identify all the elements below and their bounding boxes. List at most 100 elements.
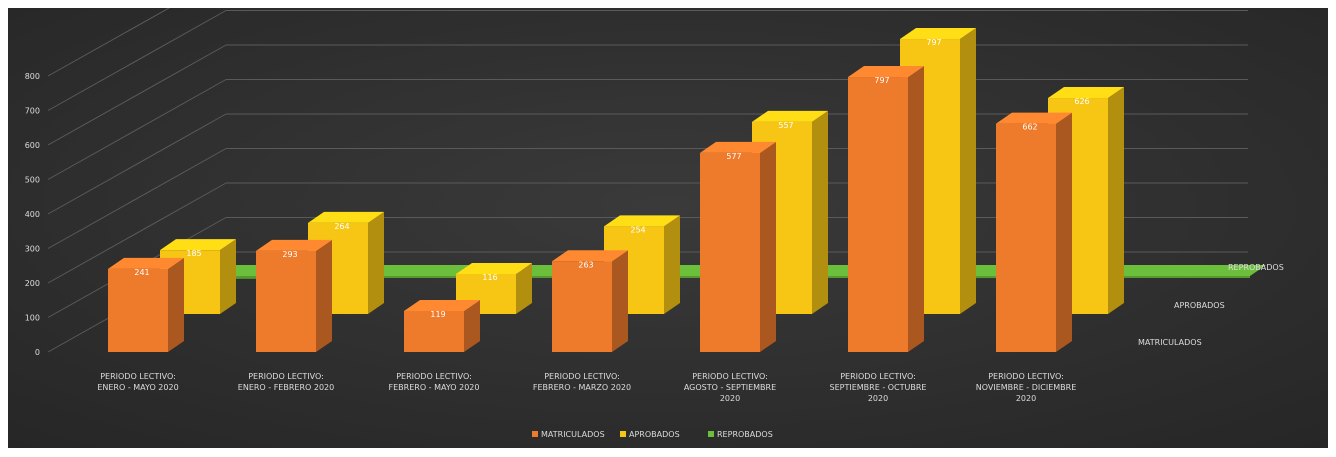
x-axis: PERIODO LECTIVO: ENERO - MAYO 2020PERIODO… (97, 372, 1076, 403)
y-tick-label: 700 (25, 107, 40, 116)
legend: MATRICULADOS APROBADOS REPROBADOS (532, 430, 773, 439)
legend-swatch (620, 431, 626, 437)
data-label: 557 (778, 121, 793, 130)
bar-side-face (908, 66, 924, 352)
bar-matriculados: 662 (996, 112, 1072, 352)
bars: 5529361540361852641162545577976262412931… (108, 28, 1266, 352)
y-tick-label: 300 (25, 245, 40, 254)
data-label: 797 (926, 38, 941, 47)
data-label: 254 (630, 225, 645, 234)
x-tick-label-line: ENERO - FEBRERO 2020 (238, 383, 334, 392)
data-label: 293 (282, 250, 297, 259)
bar-top-face (552, 250, 628, 262)
legend-label: APROBADOS (629, 430, 680, 439)
depth-axis-label: REPROBADOS (1228, 263, 1284, 272)
gridline-wall (47, 44, 227, 146)
bar-side-face (1056, 112, 1072, 352)
bar-side-face (664, 215, 680, 314)
bar-matriculados: 577 (700, 141, 776, 352)
legend-label: MATRICULADOS (541, 430, 605, 439)
bar-side-face (1108, 87, 1124, 314)
bar-top-face (308, 211, 384, 223)
bar-top-face (900, 28, 976, 40)
x-tick-label: PERIODO LECTIVO: AGOSTO - SEPTIEMBRE 2020 (684, 372, 776, 403)
bar-front-face (404, 310, 464, 352)
y-tick-label: 600 (25, 141, 40, 150)
bar-top-face (1100, 265, 1266, 276)
y-tick-label: 0 (35, 348, 40, 357)
depth-axis: MATRICULADOS APROBADOS REPROBADOS (1138, 263, 1284, 347)
x-tick-label: PERIODO LECTIVO: NOVIEMBRE - DICIEMBRE 202… (976, 372, 1077, 403)
y-tick-label: 200 (25, 279, 40, 288)
bar-top-face (752, 110, 828, 122)
bar-top-face (848, 66, 924, 78)
x-tick-label-line: PERIODO LECTIVO: (396, 372, 472, 381)
data-label: 119 (430, 310, 445, 319)
bar-front-face (256, 250, 316, 352)
bar-side-face (464, 299, 480, 352)
legend-item: MATRICULADOS (532, 430, 605, 439)
gridline-wall (47, 79, 227, 180)
y-tick-label: 100 (25, 314, 40, 323)
bar-top-face (1048, 87, 1124, 99)
x-tick-label: PERIODO LECTIVO: ENERO - MAYO 2020 (97, 372, 178, 392)
gridline-wall (47, 0, 185, 77)
data-label: 263 (578, 260, 593, 269)
gridline-wall (47, 113, 227, 215)
bar-front-face (1100, 276, 1250, 278)
data-label: 577 (726, 152, 741, 161)
bar-matriculados: 263 (552, 250, 628, 352)
bar-front-face (848, 77, 908, 352)
bar-side-face (612, 250, 628, 352)
x-tick-label-line: 2020 (720, 394, 740, 403)
bar-matriculados: 293 (256, 239, 332, 352)
bar-matriculados: 797 (848, 66, 924, 352)
y-tick-label: 800 (25, 72, 40, 81)
depth-axis-label: MATRICULADOS (1138, 338, 1202, 347)
bar-front-face (996, 123, 1056, 352)
x-tick-label-line: PERIODO LECTIVO: (100, 372, 176, 381)
x-tick-label-line: PERIODO LECTIVO: (988, 372, 1064, 381)
x-tick-label-line: ENERO - MAYO 2020 (97, 383, 178, 392)
x-tick-label-line: 2020 (1016, 394, 1036, 403)
bar-top-face (700, 141, 776, 153)
bar-front-face (700, 152, 760, 352)
x-tick-label-line: PERIODO LECTIVO: (248, 372, 324, 381)
y-tick-label: 400 (25, 210, 40, 219)
x-tick-label-line: SEPTIEMBRE - OCTUBRE (830, 383, 927, 392)
data-label: 797 (874, 76, 889, 85)
y-axis: 0 100 200 300 400 500 600 700 800 (25, 72, 40, 357)
data-label: 116 (482, 273, 497, 282)
bar-top-face (256, 239, 332, 251)
data-label: 264 (334, 222, 349, 231)
gridline-wall (47, 182, 227, 284)
legend-label: REPROBADOS (717, 430, 773, 439)
bar-side-face (316, 239, 332, 352)
bar-top-face (160, 239, 236, 251)
x-tick-label-line: FEBRERO - MARZO 2020 (533, 383, 631, 392)
bar-top-face (604, 215, 680, 227)
bar-front-face (108, 268, 168, 352)
x-tick-label-line: NOVIEMBRE - DICIEMBRE (976, 383, 1077, 392)
bar-side-face (516, 262, 532, 314)
bar-aprobados: 116 (456, 262, 532, 314)
bar-side-face (220, 239, 236, 314)
data-label: 662 (1022, 123, 1037, 132)
x-tick-label-line: 2020 (868, 394, 888, 403)
x-tick-label-line: AGOSTO - SEPTIEMBRE (684, 383, 776, 392)
data-label: 185 (186, 249, 201, 258)
legend-swatch (532, 431, 538, 437)
bar-side-face (760, 141, 776, 352)
y-tick-label: 500 (25, 176, 40, 185)
legend-item: REPROBADOS (708, 430, 773, 439)
bar-top-face (108, 257, 184, 269)
x-tick-label: PERIODO LECTIVO: SEPTIEMBRE - OCTUBRE 2020 (830, 372, 927, 403)
x-tick-label-line: PERIODO LECTIVO: (544, 372, 620, 381)
depth-axis-label: APROBADOS (1174, 301, 1225, 310)
x-tick-label: PERIODO LECTIVO: FEBRERO - MAYO 2020 (389, 372, 480, 392)
x-tick-label: PERIODO LECTIVO: FEBRERO - MARZO 2020 (533, 372, 631, 392)
bar-side-face (960, 28, 976, 314)
bar-top-face (996, 112, 1072, 124)
